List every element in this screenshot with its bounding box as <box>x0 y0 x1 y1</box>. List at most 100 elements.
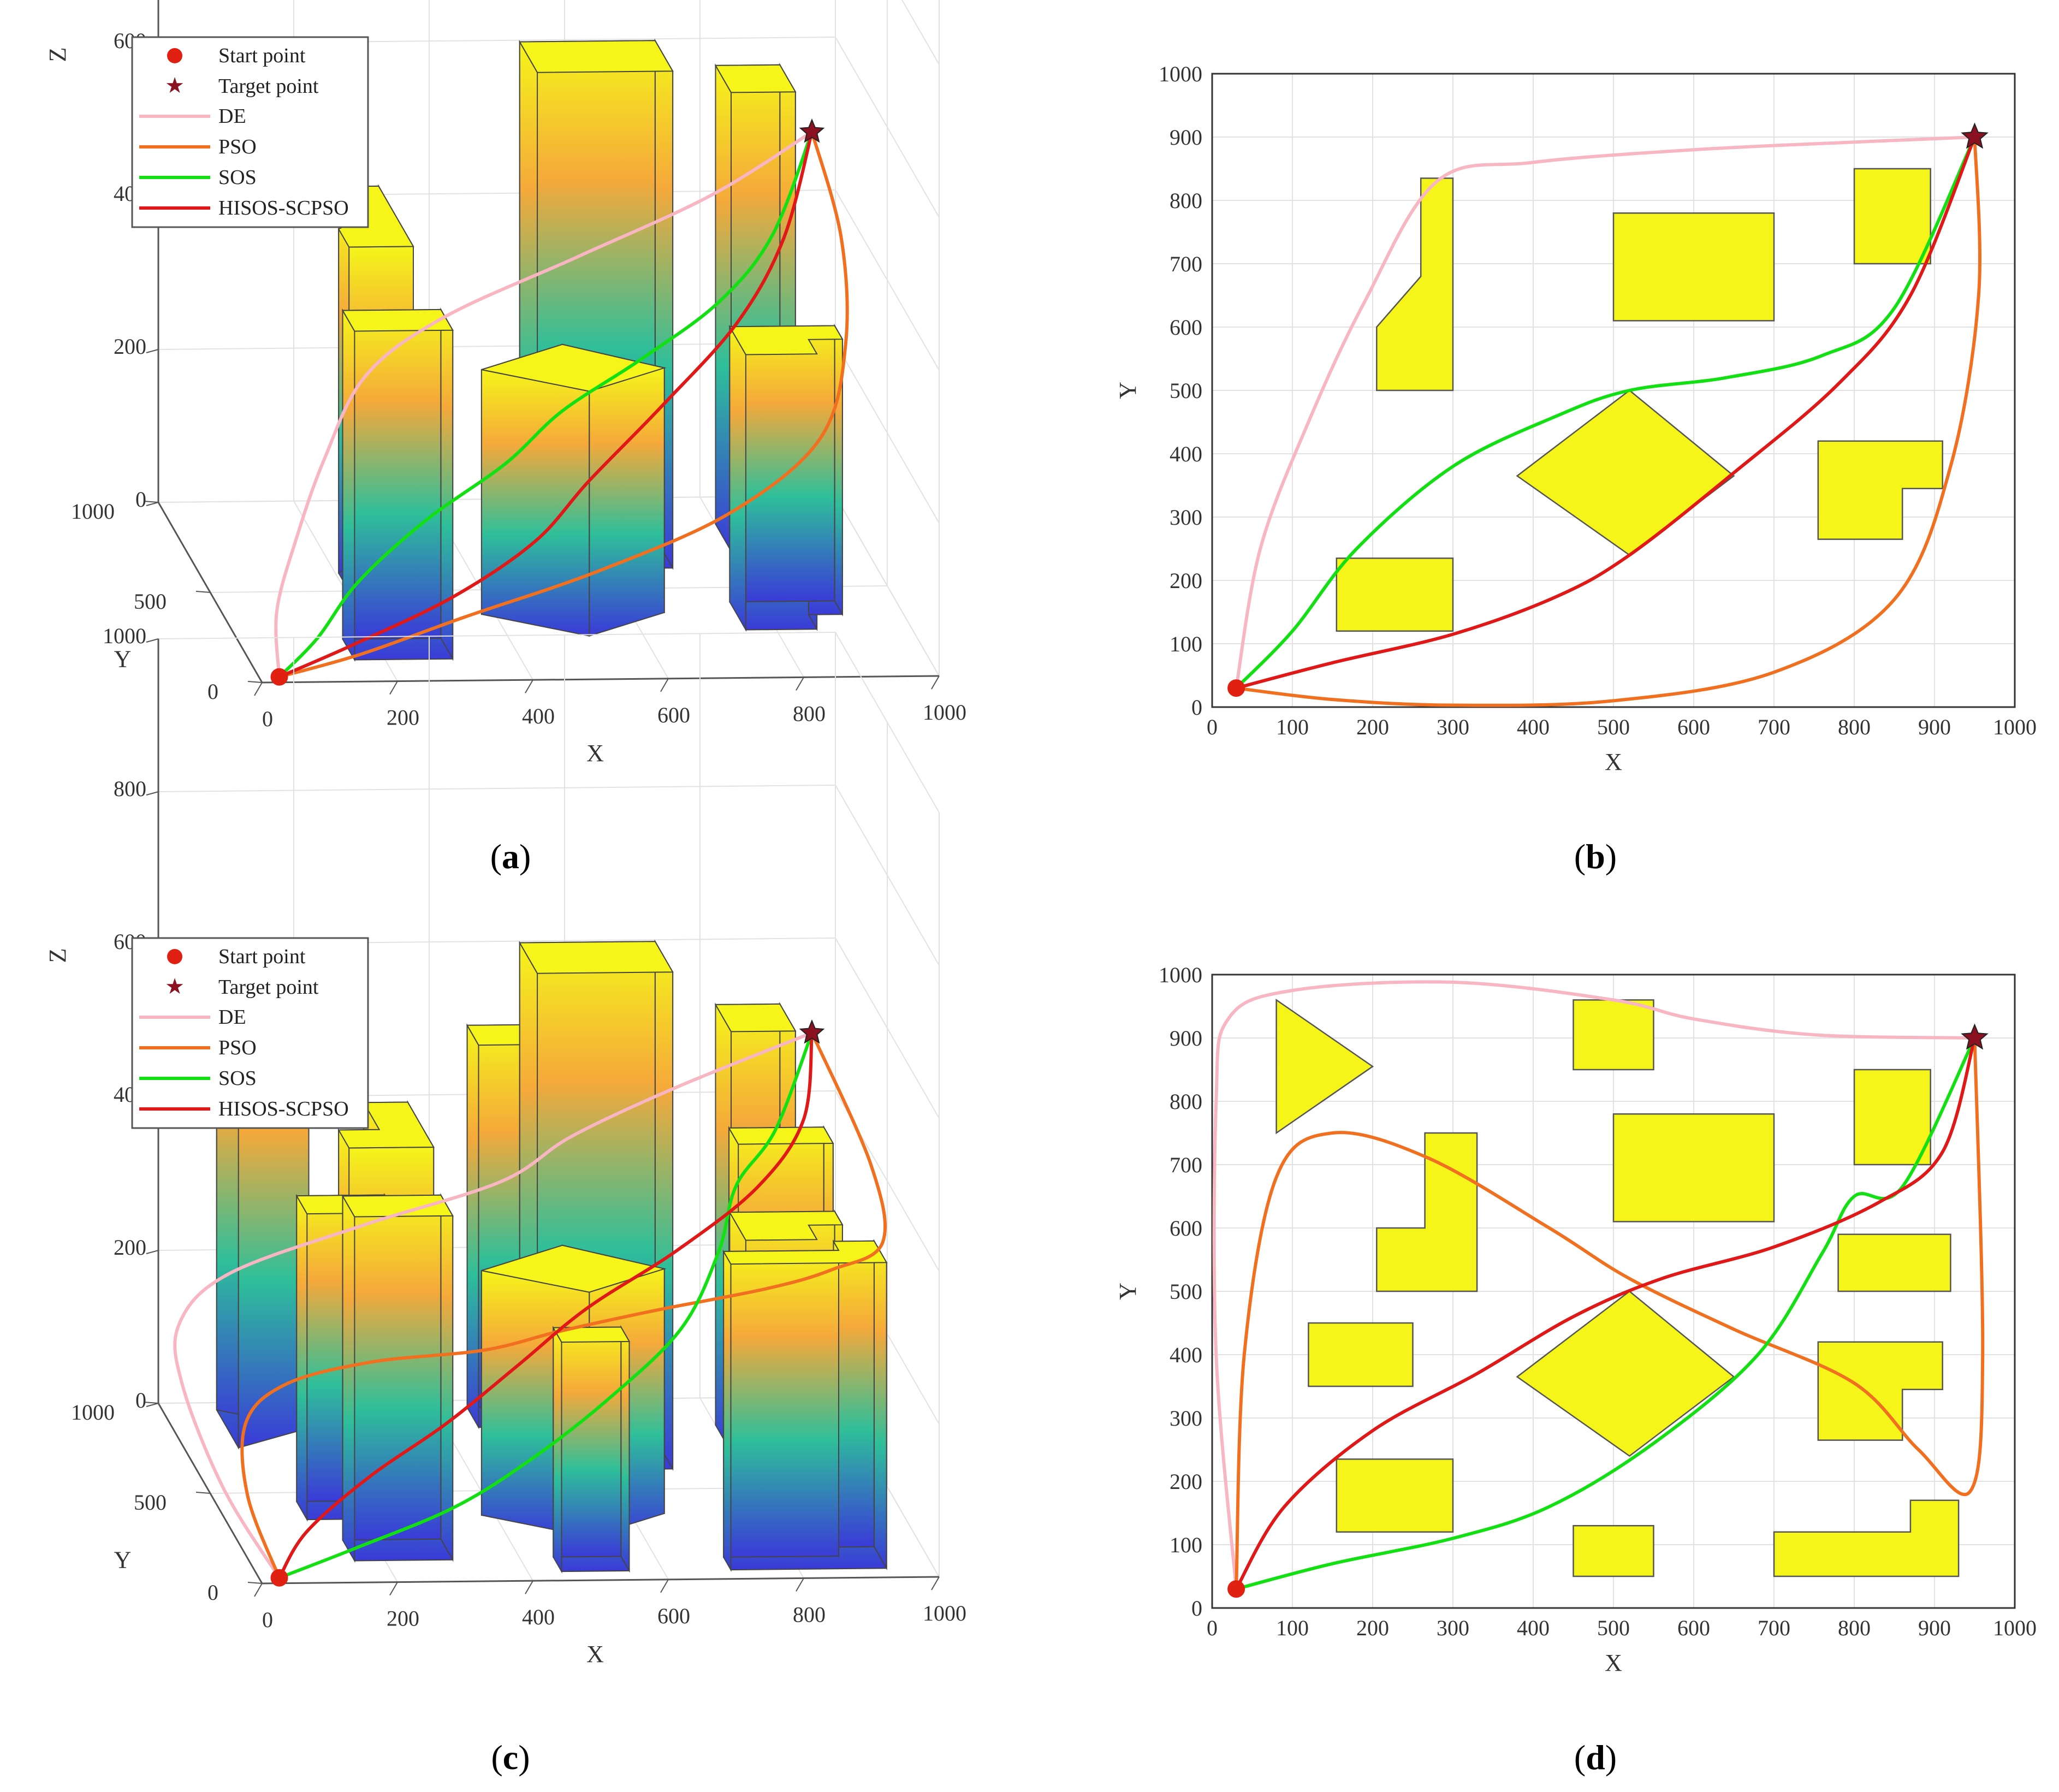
y-tick-mark <box>144 501 159 503</box>
z-tick-mark <box>146 638 159 643</box>
legend-pso-label: PSO <box>218 135 257 158</box>
x-axis-label: X <box>586 740 604 767</box>
series-hisos-scpso-path3d <box>278 131 814 679</box>
y-tick-label: 0 <box>1191 695 1202 720</box>
y-tick-label: 1000 <box>1159 62 1202 86</box>
x-axis-label: X <box>1605 749 1622 775</box>
series-hisos-scpso-line <box>1235 1037 1977 1590</box>
z-tick-label: 200 <box>114 334 146 359</box>
obstacle <box>1817 1341 1943 1441</box>
building-roof <box>519 941 674 974</box>
x-tick-mark <box>931 675 940 690</box>
obstacle <box>1275 999 1374 1135</box>
x-tick-label: 800 <box>793 1602 826 1627</box>
legend-box <box>131 937 369 1129</box>
x-tick-label: 200 <box>1356 715 1389 739</box>
x-tick-mark <box>796 1577 804 1592</box>
z-tick-mark <box>146 1403 159 1407</box>
building <box>341 1193 454 1563</box>
x-tick-mark <box>254 1583 263 1597</box>
legend-c: Start point ★ Target point DE PSO SOS HI… <box>131 937 369 1129</box>
y-tick-label: 500 <box>1170 1279 1202 1304</box>
y-tick-label: 100 <box>1170 632 1202 656</box>
x-tick-label: 0 <box>1207 1616 1218 1640</box>
start-point-marker <box>270 1569 288 1587</box>
x-tick-label: 300 <box>1437 715 1469 739</box>
x-tick-label: 600 <box>657 1604 690 1628</box>
y-tick-label: 900 <box>1170 1026 1202 1051</box>
series-sos-path3d <box>278 1032 814 1580</box>
building <box>722 1238 888 1572</box>
z-tick-label: 0 <box>135 487 146 512</box>
x-tick-label: 700 <box>1758 1616 1790 1640</box>
obstacle <box>1612 1113 1775 1223</box>
legend-de-label: DE <box>218 1006 246 1029</box>
caption-d-letter: d <box>1586 1738 1605 1777</box>
x-tick-label: 600 <box>1677 715 1710 739</box>
obstacle <box>1573 999 1654 1071</box>
x-tick-label: 400 <box>522 1605 555 1629</box>
obstacle <box>1817 440 1943 540</box>
captions: (a) (b) (c) (d) <box>490 837 1617 1777</box>
x-tick-label: 100 <box>1276 1616 1309 1640</box>
x-tick-label: 0 <box>1207 715 1218 739</box>
target-point-star <box>1961 1023 1989 1050</box>
target-point-star <box>799 1019 825 1044</box>
obstacle <box>1516 389 1735 556</box>
y-tick-label: 700 <box>1170 1153 1202 1177</box>
y-tick-label: 1000 <box>71 1400 115 1425</box>
caption-b: (b) <box>1574 837 1617 876</box>
x-tick-mark <box>389 681 398 695</box>
y-axis-label: Y <box>114 646 132 673</box>
building-wall <box>440 307 454 661</box>
y-tick-label: 600 <box>1170 1216 1202 1241</box>
obstacle <box>1837 1233 1951 1292</box>
y-tick-label: 0 <box>1191 1596 1202 1621</box>
x-tick-mark <box>389 1582 398 1596</box>
building-roof <box>481 343 667 392</box>
legend-hisos-label: HISOS-SCPSO <box>218 197 349 219</box>
y-tick-label: 500 <box>1170 378 1202 403</box>
building <box>552 1325 631 1574</box>
y-tick-label: 1000 <box>71 499 115 524</box>
obstacle <box>1516 1290 1735 1457</box>
x-tick-label: 200 <box>387 705 419 730</box>
x-tick-label: 1000 <box>1993 1616 2037 1640</box>
x-tick-label: 0 <box>262 707 273 731</box>
x-tick-mark <box>660 1579 669 1593</box>
x-tick-label: 400 <box>522 704 555 728</box>
building-wall <box>620 1325 630 1573</box>
series-pso-path3d <box>240 1032 887 1579</box>
building-wall <box>723 1249 732 1572</box>
obstacle <box>1336 1458 1454 1533</box>
x-tick-mark <box>931 1576 940 1591</box>
x-tick-label: 100 <box>1276 715 1309 739</box>
building-wall <box>553 1326 622 1558</box>
legend-target-label: Target point <box>218 976 319 999</box>
x-tick-label: 300 <box>1437 1616 1469 1640</box>
y-tick-mark <box>195 591 211 593</box>
panel-b-2d-chart: 0 100 200 300 400 500 600 700 800 900 1000 0 100 200 3… <box>1114 62 2037 775</box>
z-tick-label: 800 <box>114 776 146 801</box>
caption-a: (a) <box>490 837 531 876</box>
x-tick-label: 900 <box>1918 1616 1951 1640</box>
obstacle <box>1853 168 1931 265</box>
caption-d: (d) <box>1574 1738 1617 1777</box>
series-pso-line <box>1236 137 1982 707</box>
obstacle <box>1573 1524 1654 1577</box>
building-roof <box>481 1244 667 1293</box>
building-wall <box>342 1194 442 1541</box>
z-tick-mark <box>146 791 159 796</box>
legend-box <box>131 36 369 228</box>
building-roof <box>519 40 674 73</box>
y-tick-label: 800 <box>1170 1089 1202 1114</box>
x-axis-line <box>262 1576 940 1585</box>
legend-pso-label: PSO <box>218 1036 257 1059</box>
legend-target-label: Target point <box>218 75 319 98</box>
x-tick-label: 900 <box>1918 715 1951 739</box>
x-tick-label: 400 <box>1517 1616 1550 1640</box>
obstacle <box>1376 1132 1478 1292</box>
x-tick-label: 1000 <box>923 700 966 725</box>
y-tick-label: 100 <box>1170 1533 1202 1557</box>
building-wall <box>715 63 732 554</box>
